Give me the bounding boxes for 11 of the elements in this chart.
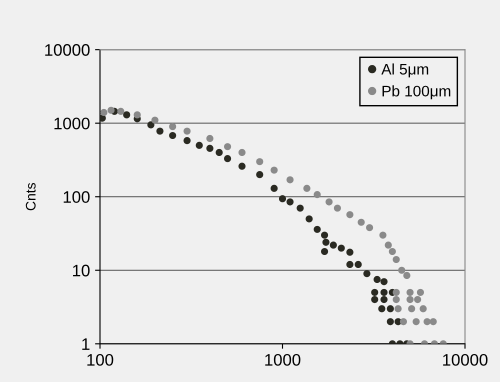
x-tick-label: 1000 bbox=[265, 354, 300, 366]
y-axis-title: Cnts bbox=[26, 182, 36, 210]
y-tick-label: 10000 bbox=[45, 44, 90, 56]
y-tick-label: 10 bbox=[73, 264, 90, 276]
y-tick-label: 100 bbox=[64, 191, 90, 203]
x-tick-label: 100 bbox=[87, 354, 114, 366]
y-tick-label: 1000 bbox=[54, 118, 90, 130]
legend-label: Pb 100μm bbox=[382, 85, 450, 100]
y-tick-label: 1 bbox=[82, 338, 90, 350]
x-tick-label: 10000 bbox=[443, 354, 488, 366]
legend-label: Al 5μm bbox=[381, 63, 428, 78]
